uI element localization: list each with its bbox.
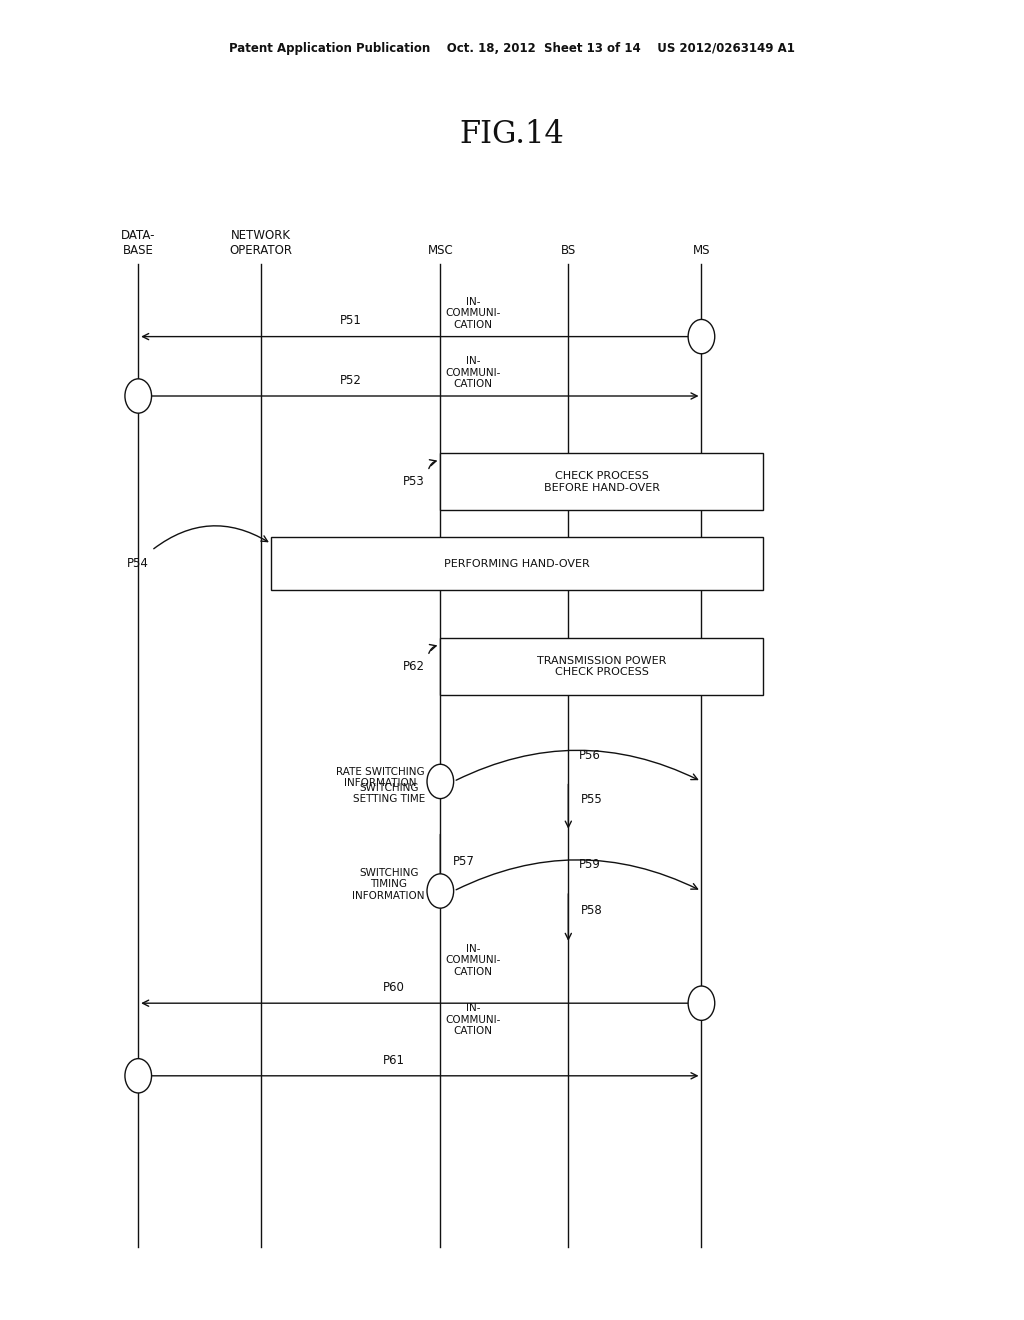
- Circle shape: [688, 319, 715, 354]
- Text: CHECK PROCESS
BEFORE HAND-OVER: CHECK PROCESS BEFORE HAND-OVER: [544, 471, 659, 492]
- Text: TRANSMISSION POWER
CHECK PROCESS: TRANSMISSION POWER CHECK PROCESS: [537, 656, 667, 677]
- Text: IN-
COMMUNI-
CATION: IN- COMMUNI- CATION: [445, 1003, 501, 1036]
- Text: P58: P58: [581, 904, 602, 917]
- Text: P55: P55: [581, 793, 602, 807]
- Text: P57: P57: [453, 855, 474, 867]
- Bar: [440, 453, 763, 510]
- Text: PERFORMING HAND-OVER: PERFORMING HAND-OVER: [444, 558, 590, 569]
- Text: Patent Application Publication    Oct. 18, 2012  Sheet 13 of 14    US 2012/02631: Patent Application Publication Oct. 18, …: [229, 42, 795, 55]
- Circle shape: [427, 874, 454, 908]
- Text: SWITCHING
TIMING
INFORMATION: SWITCHING TIMING INFORMATION: [352, 867, 425, 902]
- Text: P54: P54: [127, 557, 148, 570]
- Text: IN-
COMMUNI-
CATION: IN- COMMUNI- CATION: [445, 297, 501, 330]
- Text: P60: P60: [383, 981, 406, 994]
- Circle shape: [427, 764, 454, 799]
- Text: SWITCHING
SETTING TIME: SWITCHING SETTING TIME: [352, 783, 425, 804]
- Circle shape: [125, 379, 152, 413]
- Text: P56: P56: [579, 748, 600, 762]
- Text: RATE SWITCHING
INFORMATION: RATE SWITCHING INFORMATION: [336, 767, 425, 788]
- Text: P59: P59: [579, 858, 600, 871]
- Text: P52: P52: [340, 374, 361, 387]
- Text: MSC: MSC: [427, 244, 454, 257]
- Circle shape: [688, 986, 715, 1020]
- Text: IN-
COMMUNI-
CATION: IN- COMMUNI- CATION: [445, 356, 501, 389]
- Circle shape: [125, 1059, 152, 1093]
- Text: P53: P53: [403, 475, 425, 488]
- Text: P51: P51: [340, 314, 361, 327]
- Text: IN-
COMMUNI-
CATION: IN- COMMUNI- CATION: [445, 944, 501, 977]
- Text: MS: MS: [692, 244, 711, 257]
- Text: P62: P62: [403, 660, 425, 673]
- Text: BS: BS: [561, 244, 575, 257]
- Text: FIG.14: FIG.14: [460, 119, 564, 149]
- Bar: [271, 537, 763, 590]
- Text: DATA-
BASE: DATA- BASE: [121, 230, 156, 257]
- Bar: [440, 639, 763, 694]
- Text: P61: P61: [383, 1053, 406, 1067]
- Text: NETWORK
OPERATOR: NETWORK OPERATOR: [229, 230, 293, 257]
